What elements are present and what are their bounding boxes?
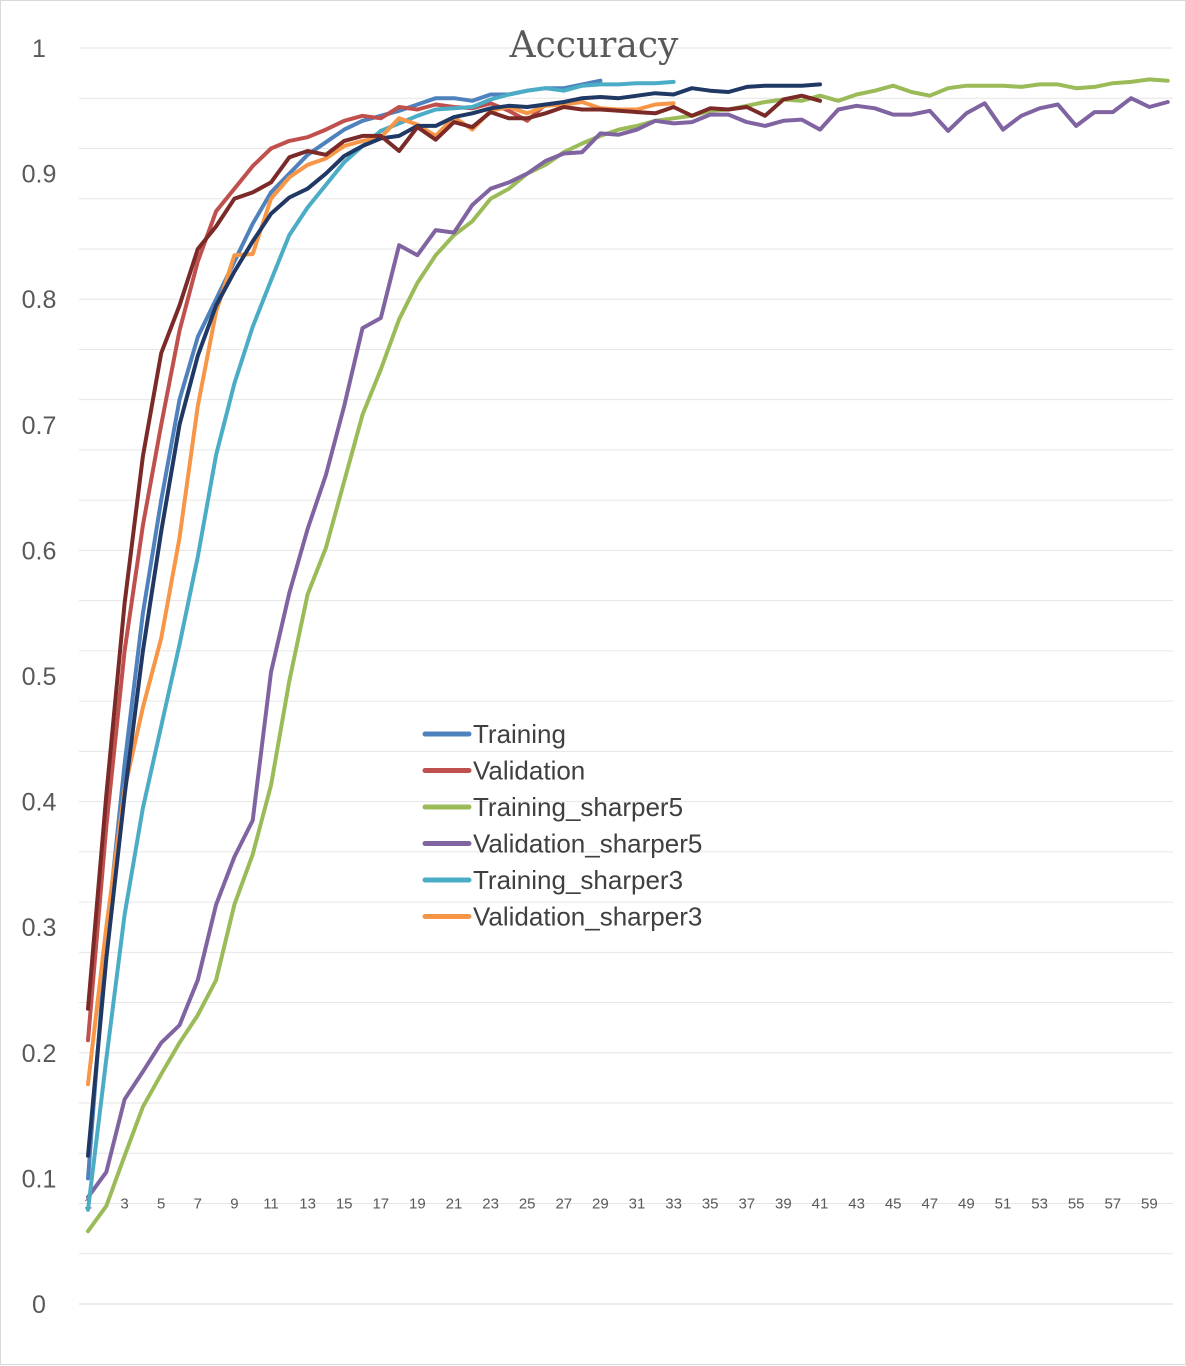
x-tick-label: 5 xyxy=(157,1195,165,1212)
y-tick-label: 0.9 xyxy=(22,161,57,189)
y-tick-label: 0.3 xyxy=(22,914,57,942)
legend-label: Validation_sharper3 xyxy=(473,902,702,932)
x-tick-label: 3 xyxy=(120,1195,128,1212)
x-tick-label: 49 xyxy=(958,1195,975,1212)
x-tick-label: 15 xyxy=(336,1195,353,1212)
x-tick-label: 45 xyxy=(885,1195,902,1212)
y-tick-label: 0.4 xyxy=(22,789,57,817)
x-tick-label: 19 xyxy=(409,1195,426,1212)
x-tick-label: 43 xyxy=(848,1195,865,1212)
x-tick-label: 31 xyxy=(629,1195,646,1212)
x-tick-label: 41 xyxy=(812,1195,829,1212)
y-tick-label: 0.6 xyxy=(22,537,57,565)
x-tick-label: 13 xyxy=(299,1195,316,1212)
x-tick-label: 59 xyxy=(1141,1195,1158,1212)
x-tick-label: 53 xyxy=(1031,1195,1048,1212)
legend-label: Validation xyxy=(473,756,585,786)
y-tick-label: 0.2 xyxy=(22,1040,57,1068)
x-tick-label: 11 xyxy=(263,1195,279,1212)
x-tick-label: 21 xyxy=(446,1195,463,1212)
x-tick-label: 7 xyxy=(194,1195,202,1212)
series-line xyxy=(86,96,1170,1200)
legend: Training Validation Training_sharper5 Valid… xyxy=(422,719,702,932)
y-axis-labels: 0 0.1 0.2 0.3 0.4 0.5 0.6 0.7 0.8 0.9 1 xyxy=(22,35,57,1319)
chart-title: Accuracy xyxy=(509,25,679,66)
x-tick-label: 25 xyxy=(519,1195,536,1212)
legend-label: Training_sharper3 xyxy=(473,865,683,895)
x-tick-label: 47 xyxy=(921,1195,938,1212)
x-tick-label: 55 xyxy=(1068,1195,1085,1212)
legend-label: Training xyxy=(473,719,566,749)
x-tick-label: 33 xyxy=(665,1195,682,1212)
y-tick-label: 0.8 xyxy=(22,286,57,314)
y-tick-label: 0.1 xyxy=(22,1165,57,1193)
series-line xyxy=(86,78,603,1181)
series-line xyxy=(86,77,1170,1234)
series-line xyxy=(86,79,676,1212)
x-tick-label: 17 xyxy=(372,1195,389,1212)
x-tick-label: 57 xyxy=(1104,1195,1121,1212)
x-tick-label: 29 xyxy=(592,1195,609,1212)
series-line xyxy=(86,82,822,1158)
x-tick-label: 51 xyxy=(995,1195,1012,1212)
y-tick-label: 0.7 xyxy=(22,412,57,440)
legend-label: Validation_sharper5 xyxy=(473,829,702,859)
x-tick-label: 39 xyxy=(775,1195,792,1212)
legend-label: Training_sharper5 xyxy=(473,792,683,822)
x-tick-label: 35 xyxy=(702,1195,719,1212)
gridlines xyxy=(79,47,1173,1305)
series-line xyxy=(86,93,822,1011)
x-tick-label: 9 xyxy=(230,1195,238,1212)
y-tick-label: 1 xyxy=(32,35,46,63)
series-lines xyxy=(86,77,1170,1234)
x-tick-label: 27 xyxy=(555,1195,572,1212)
x-tick-label: 23 xyxy=(482,1195,499,1212)
y-tick-label: 0.5 xyxy=(22,663,57,691)
x-tick-label: 37 xyxy=(738,1195,755,1212)
y-tick-label: 0 xyxy=(32,1291,46,1319)
